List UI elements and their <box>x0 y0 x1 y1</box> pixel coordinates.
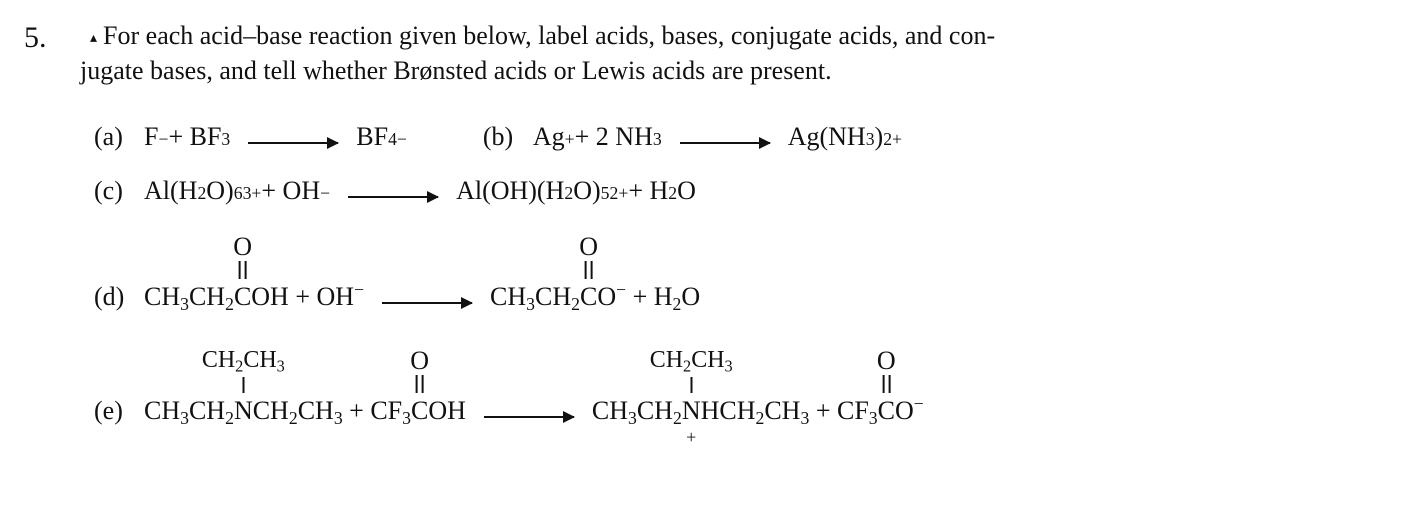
carbonyl-o: O <box>233 232 252 261</box>
part-d-lhs: CH3CH2 O C OH + OH− <box>144 279 364 314</box>
part-d-rhs: CH3CH2 O C O− + H2O <box>490 279 700 314</box>
double-bond-icon <box>584 261 594 279</box>
double-bond-icon <box>238 261 248 279</box>
line-ab: (a) F− + BF3 BF4− (b) Ag+ + 2 NH3 Ag(NH3… <box>94 114 1374 154</box>
single-bond-icon <box>242 377 244 393</box>
carbonyl-o: O <box>877 346 896 375</box>
part-a-rhs: BF4− <box>356 119 407 154</box>
carbonyl-o: O <box>410 346 429 375</box>
prompt-line-2: jugate bases, and tell whether Brønsted … <box>80 56 832 85</box>
prompt-row: 5. ▴For each acid–base reaction given be… <box>24 18 1374 100</box>
part-e-lhs: CH3CH2 CH2CH3 N CH2CH3 + CF3 O C OH <box>144 393 466 428</box>
part-e-rhs: CH3CH2 CH2CH3 N + HCH2CH3 + CF3 O C O− <box>592 393 924 428</box>
carbonyl-o: O <box>579 232 598 261</box>
amine-group: CH2CH3 N <box>234 393 253 428</box>
question-block: 5. ▴For each acid–base reaction given be… <box>0 0 1414 462</box>
part-a-label: (a) <box>94 119 134 154</box>
charge-plus: + <box>686 428 696 446</box>
part-b-lhs: Ag+ + 2 NH3 <box>533 119 662 154</box>
carbonyl-group: O C <box>580 279 597 314</box>
prompt-line-1: For each acid–base reaction given below,… <box>103 21 995 50</box>
amine-group: CH2CH3 N + <box>682 393 701 428</box>
part-e-label: (e) <box>94 393 134 428</box>
part-a-lhs: F− + BF3 <box>144 119 230 154</box>
part-b-rhs: Ag(NH3)2+ <box>788 119 902 154</box>
arrow-icon <box>484 416 574 418</box>
arrow-icon <box>348 196 438 198</box>
amine-substituent: CH2CH3 <box>202 347 285 373</box>
arrow-icon <box>382 302 472 304</box>
caret-icon: ▴ <box>80 31 103 46</box>
amine-substituent: CH2CH3 <box>650 347 733 373</box>
part-c-lhs: Al(H2O)63+ + OH− <box>144 173 330 208</box>
part-c-rhs: Al(OH)(H2O)52+ + H2O <box>456 173 696 208</box>
single-bond-icon <box>690 377 692 393</box>
carbonyl-group: O C <box>878 393 895 428</box>
line-c: (c) Al(H2O)63+ + OH− Al(OH)(H2O)52+ + H2… <box>94 168 1374 208</box>
part-d-label: (d) <box>94 279 134 314</box>
line-e: (e) CH3CH2 CH2CH3 N CH2CH3 + CF3 O C OH … <box>94 348 1374 428</box>
double-bond-icon <box>881 375 891 393</box>
prompt-body: ▴For each acid–base reaction given below… <box>80 18 1374 100</box>
carbonyl-group: O C <box>234 279 251 314</box>
part-b-label: (b) <box>483 119 523 154</box>
question-number: 5. <box>24 18 80 59</box>
arrow-icon <box>248 142 338 144</box>
part-c-label: (c) <box>94 173 134 208</box>
carbonyl-group: O C <box>411 393 428 428</box>
double-bond-icon <box>415 375 425 393</box>
line-d: (d) CH3CH2 O C OH + OH− CH3CH2 O C O− + … <box>94 234 1374 314</box>
parts-container: (a) F− + BF3 BF4− (b) Ag+ + 2 NH3 Ag(NH3… <box>24 114 1374 428</box>
prompt-text: ▴For each acid–base reaction given below… <box>80 18 1374 88</box>
arrow-icon <box>680 142 770 144</box>
